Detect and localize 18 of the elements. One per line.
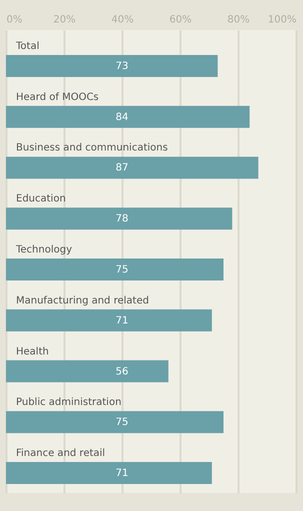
data-label: 73 bbox=[116, 60, 128, 72]
y-tick-label: Total bbox=[15, 40, 40, 52]
y-tick-label: Finance and retail bbox=[16, 448, 106, 460]
data-label: 87 bbox=[116, 162, 128, 174]
y-tick-label: Heard of MOOCs bbox=[16, 92, 99, 103]
data-label: 78 bbox=[116, 214, 128, 225]
y-tick-label: Health bbox=[16, 346, 49, 358]
y-tick-label: Education bbox=[16, 194, 66, 205]
data-label: 75 bbox=[116, 417, 128, 428]
data-label: 56 bbox=[116, 366, 128, 378]
data-label: 84 bbox=[116, 112, 128, 123]
y-tick-label: Business and communications bbox=[16, 142, 168, 154]
y-tick-label: Public administration bbox=[16, 397, 122, 408]
data-label: 75 bbox=[116, 264, 128, 276]
data-label: 71 bbox=[116, 468, 128, 480]
y-tick-label: Technology bbox=[15, 244, 72, 256]
data-label: 71 bbox=[116, 315, 128, 326]
y-tick-label: Manufacturing and related bbox=[16, 295, 149, 306]
